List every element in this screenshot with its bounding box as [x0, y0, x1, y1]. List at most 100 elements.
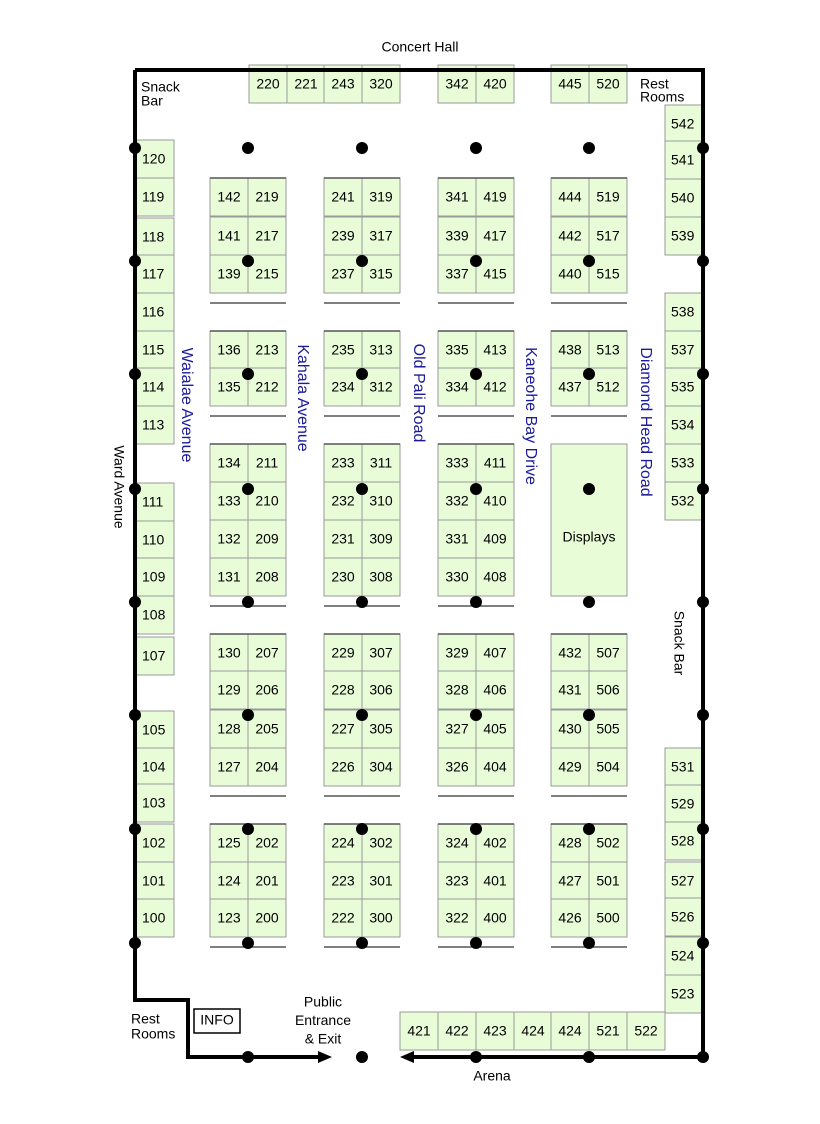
booth: [247, 330, 287, 370]
booth: [550, 823, 590, 863]
booth-number: 527: [671, 873, 695, 889]
booth: [437, 747, 477, 787]
booth-number: 411: [484, 455, 507, 471]
booth-number: 102: [142, 835, 166, 851]
booth-number: 327: [445, 721, 469, 737]
booth: [209, 861, 249, 901]
booth: [664, 104, 704, 144]
booth-number: 405: [483, 721, 507, 737]
booth-number: 127: [217, 759, 241, 775]
pillar: [356, 1051, 368, 1063]
booth: [247, 861, 287, 901]
booth-number: 320: [369, 76, 393, 92]
booth: [323, 823, 363, 863]
booth-number: 213: [255, 342, 279, 358]
pillar: [470, 823, 482, 835]
booth-number: 334: [445, 379, 469, 395]
booth-number: 534: [671, 417, 695, 433]
booth: [588, 898, 628, 938]
booth: [550, 254, 590, 294]
booth-number: 309: [369, 531, 393, 547]
booth-number: 108: [142, 607, 166, 623]
booth: [588, 861, 628, 901]
booth-number: 437: [558, 379, 582, 395]
booth-number: 120: [142, 151, 166, 167]
booth-number: 125: [217, 835, 241, 851]
booth-number: 415: [483, 266, 507, 282]
pillar: [356, 483, 368, 495]
booth: [361, 823, 401, 863]
booth-number: 420: [483, 76, 507, 92]
booth: [664, 216, 704, 256]
booth-number: 445: [558, 76, 582, 92]
booth: [475, 557, 515, 597]
pillar: [129, 596, 141, 608]
booth-number: 307: [369, 645, 393, 661]
booth: [247, 709, 287, 749]
booth: [361, 557, 401, 597]
booth-number: 517: [596, 228, 620, 244]
pillar: [356, 823, 368, 835]
pillar: [356, 368, 368, 380]
booth-number: 139: [217, 266, 241, 282]
street-name: Old Pali Road: [410, 344, 427, 443]
booth: [475, 633, 515, 673]
booth: [135, 177, 175, 217]
pillar: [242, 709, 254, 721]
pillar: [470, 368, 482, 380]
booth-number: 131: [217, 569, 241, 585]
booth: [475, 1011, 515, 1051]
booth: [247, 898, 287, 938]
booth-number: 535: [671, 379, 695, 395]
pillar: [242, 1051, 254, 1063]
booth-number: 442: [558, 228, 582, 244]
booth-number: 520: [596, 76, 620, 92]
booth-number: 107: [142, 648, 166, 664]
pillar: [583, 823, 595, 835]
booth-number: 113: [142, 417, 165, 433]
booth: [664, 140, 704, 180]
booth: [437, 216, 477, 256]
entrance: & Exit: [305, 1031, 342, 1047]
booth: [588, 823, 628, 863]
booth: [209, 367, 249, 407]
booth-number: 541: [671, 152, 695, 168]
booth-number: 304: [369, 759, 393, 775]
booth-number: 142: [217, 189, 241, 205]
booth-number: 538: [671, 304, 695, 320]
booth-number: 124: [217, 873, 241, 889]
exit-arrow: [318, 1051, 332, 1063]
pillar: [242, 142, 254, 154]
booth: [361, 670, 401, 710]
rest-rooms-bottom: Rooms: [131, 1026, 175, 1042]
booth-number: 333: [445, 455, 469, 471]
pillar: [242, 823, 254, 835]
booth-number: 133: [217, 493, 241, 509]
booth-number: 237: [331, 266, 355, 282]
booth-number: 119: [142, 189, 165, 205]
booth-number: 506: [596, 682, 620, 698]
booth: [135, 330, 175, 370]
booth-number: 235: [331, 342, 355, 358]
booth-number: 136: [217, 342, 241, 358]
booth-number: 413: [483, 342, 507, 358]
booth: [550, 1011, 590, 1051]
booth: [588, 633, 628, 673]
booth-number: 201: [255, 873, 279, 889]
booth: [437, 330, 477, 370]
booth-number: 115: [142, 342, 165, 358]
pillars: [129, 142, 709, 1063]
booth-number: 507: [596, 645, 620, 661]
booth: [135, 861, 175, 901]
booth-number: 305: [369, 721, 393, 737]
booth: [209, 747, 249, 787]
booth: [209, 254, 249, 294]
booth-number: 306: [369, 682, 393, 698]
pillar: [242, 368, 254, 380]
booth-number: 515: [596, 266, 620, 282]
booth: [513, 1011, 553, 1051]
pillar: [129, 255, 141, 267]
booth: [135, 595, 175, 635]
pillar: [129, 483, 141, 495]
